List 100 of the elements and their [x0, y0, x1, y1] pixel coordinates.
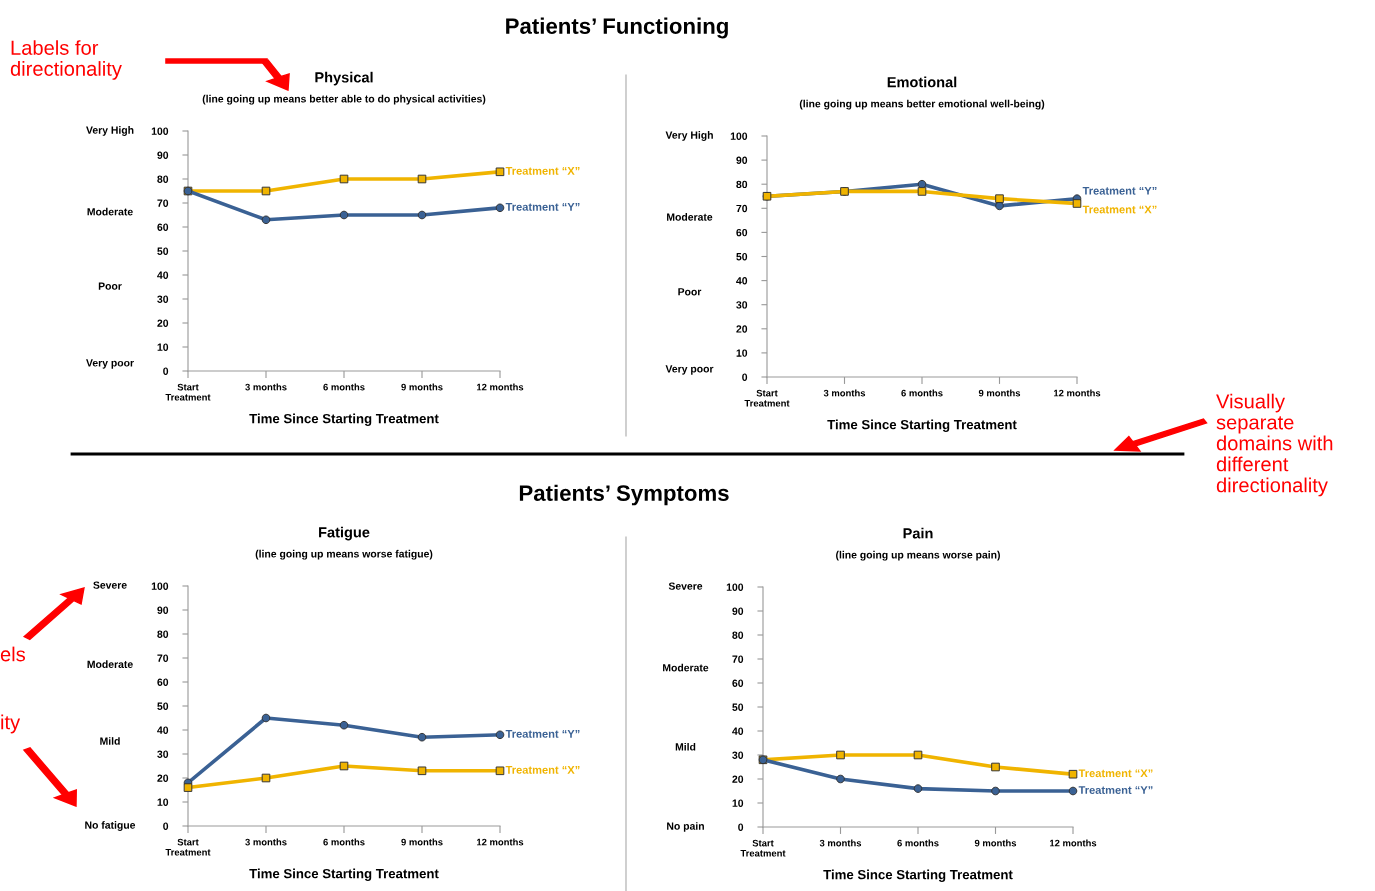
x-tick-label: 3 months	[245, 383, 287, 391]
chart-title: Physical	[315, 71, 373, 86]
x-tick-label: 12 months	[1053, 389, 1101, 397]
y-tick-label: 20	[157, 319, 169, 327]
x-tick-label: 6 months	[323, 838, 365, 846]
y-tick-label: 80	[157, 630, 169, 638]
x-tick-label: 6 months	[897, 839, 939, 847]
text: Moderate	[663, 663, 709, 672]
y-tick-label: 30	[736, 301, 748, 309]
y-tick-label: 80	[157, 175, 169, 183]
chart-subtitle: (line going up means worse pain)	[836, 550, 1000, 561]
y-tick-label: 70	[157, 654, 169, 662]
x-tick-label: 6 months	[323, 383, 365, 391]
x-tick-label: 3 months	[823, 389, 866, 397]
text: els	[0, 646, 26, 662]
y-tick-label: 100	[151, 582, 169, 590]
y-tick-label: 30	[157, 295, 169, 303]
y-tick-label: 30	[157, 750, 169, 758]
series-label: Treatment “X”	[1082, 205, 1157, 214]
y-tick-label: 0	[738, 823, 744, 831]
y-tick-label: 60	[157, 223, 169, 231]
x-tick-label: 9 months	[401, 383, 443, 391]
y-tick-label: 80	[736, 180, 748, 189]
y-tick-label: 70	[732, 655, 744, 663]
x-tick-label: 3 months	[819, 839, 862, 847]
y-tick-label: 100	[730, 132, 748, 140]
x-tick-label: Start Treatment	[744, 389, 790, 407]
y-tick-label: 20	[736, 325, 748, 333]
chart-subtitle: (line going up means better able to do physical activities)	[202, 94, 486, 105]
y-tick-label: 100	[151, 127, 169, 135]
y-tick-label: 90	[736, 156, 748, 164]
text: Patients’ Functioning	[506, 17, 728, 39]
x-tick-label: 9 months	[978, 389, 1021, 397]
series-label: Treatment “Y”	[1078, 786, 1153, 794]
y-tick-label: 30	[732, 751, 744, 759]
y-tick-label: 100	[726, 583, 744, 591]
x-tick-label: 9 months	[974, 839, 1017, 847]
y-tick-label: 10	[157, 343, 169, 351]
series-label: Treatment “Y”	[505, 730, 580, 738]
x-axis-title: Time Since Starting Treatment	[823, 869, 1013, 882]
y-tick-label: 70	[736, 204, 748, 213]
x-axis-title: Time Since Starting Treatment	[249, 413, 439, 426]
x-tick-label: 12 months	[1049, 839, 1097, 847]
text: ity	[1, 714, 21, 734]
chart-subtitle: (line going up means worse fatigue)	[255, 549, 433, 560]
chart-subtitle: (line going up means better emotional well-being)	[799, 99, 1045, 110]
y-tick-label: 0	[163, 367, 169, 375]
y-tick-label: 20	[157, 774, 169, 782]
y-tick-label: 70	[157, 199, 169, 207]
text: Very High	[86, 126, 134, 136]
chart-title: Emotional	[887, 76, 957, 88]
y-tick-label: 10	[732, 799, 744, 807]
text: Mild	[675, 742, 696, 751]
series-label: Treatment “Y”	[505, 203, 580, 211]
x-tick-label: Start Treatment	[165, 383, 211, 401]
text: Moderate	[667, 213, 713, 221]
y-tick-label: 20	[732, 775, 744, 783]
text: No fatigue	[85, 821, 136, 831]
y-tick-label: 60	[732, 679, 744, 687]
chart-title: Pain	[903, 527, 933, 539]
y-tick-label: 50	[157, 247, 169, 255]
y-tick-label: 90	[157, 606, 169, 614]
x-tick-label: 9 months	[401, 838, 443, 846]
x-axis-title: Time Since Starting Treatment	[827, 419, 1017, 432]
x-tick-label: 6 months	[901, 389, 943, 397]
y-tick-label: 60	[157, 678, 169, 686]
text: Poor	[98, 282, 122, 290]
text: Severe	[93, 581, 127, 589]
y-tick-label: 10	[157, 798, 169, 806]
x-tick-label: Start Treatment	[740, 839, 786, 857]
series-label: Treatment “X”	[505, 167, 580, 175]
text: Visually separate domains with different directionality	[1216, 393, 1333, 497]
y-tick-label: 40	[157, 726, 169, 734]
x-tick-label: 12 months	[476, 383, 524, 391]
x-axis-title: Time Since Starting Treatment	[249, 868, 439, 881]
text: Patients’ Symptoms	[519, 484, 729, 506]
text: Very poor	[665, 365, 714, 375]
y-tick-label: 90	[157, 151, 169, 159]
y-tick-label: 40	[732, 727, 744, 735]
x-tick-label: Start Treatment	[165, 838, 211, 856]
y-tick-label: 80	[732, 631, 744, 639]
x-tick-label: 3 months	[245, 838, 287, 846]
y-tick-label: 90	[732, 607, 744, 615]
text: Very High	[665, 131, 713, 141]
y-tick-label: 40	[157, 271, 169, 279]
series-label: Treatment “Y”	[1082, 186, 1157, 195]
text: Poor	[678, 288, 702, 296]
y-tick-label: 10	[736, 349, 748, 357]
y-tick-label: 0	[163, 822, 169, 830]
chart-title: Fatigue	[319, 526, 370, 541]
series-label: Treatment “X”	[505, 766, 580, 774]
text: Severe	[668, 582, 703, 590]
y-tick-label: 50	[732, 703, 744, 711]
y-tick-label: 40	[736, 277, 748, 285]
y-tick-label: 50	[736, 253, 748, 261]
series-label: Treatment “X”	[1078, 769, 1153, 778]
text: Moderate	[87, 660, 133, 668]
text: Very poor	[86, 359, 134, 369]
text: No pain	[667, 822, 704, 832]
x-tick-label: 12 months	[476, 838, 524, 846]
